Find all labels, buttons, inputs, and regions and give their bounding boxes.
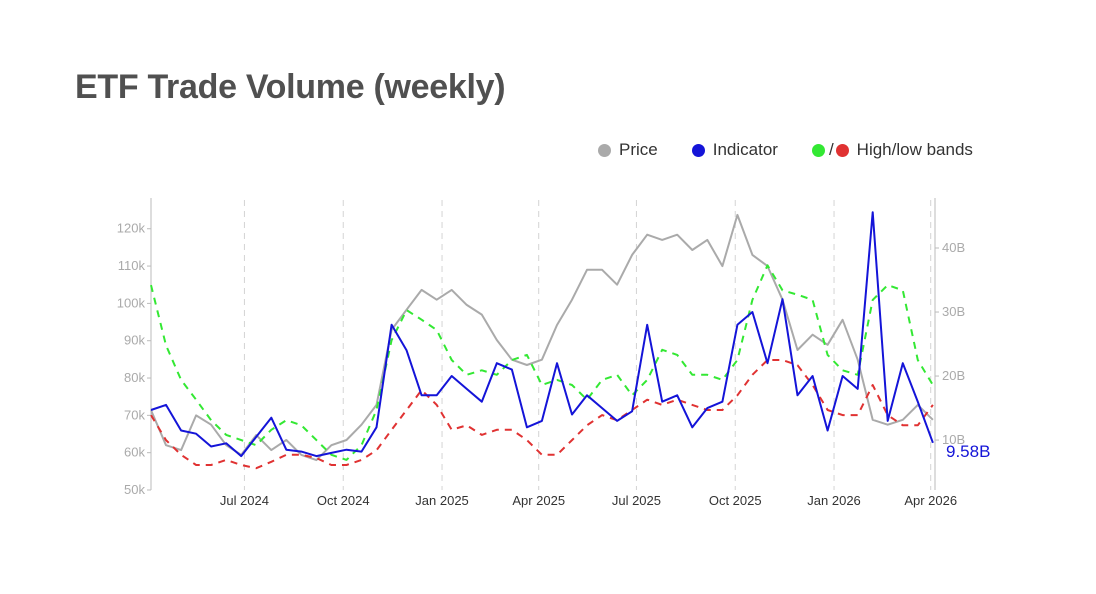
legend-item-bands[interactable]: / High/low bands: [811, 140, 973, 160]
x-tick-label: Jul 2024: [220, 493, 269, 508]
indicator-line: [150, 211, 934, 458]
left-tick-label: 100k: [117, 295, 146, 310]
indicator-dot-icon: [691, 143, 705, 157]
x-tick-label: Apr 2026: [904, 493, 957, 508]
legend-separator: /: [828, 140, 834, 159]
low-band-dot-icon: [835, 143, 849, 157]
left-tick-label: 80k: [124, 370, 145, 385]
x-tick-label: Jan 2025: [415, 493, 469, 508]
x-tick-label: Jul 2025: [612, 493, 661, 508]
x-tick-label: Oct 2024: [317, 493, 370, 508]
high-band-line: [150, 264, 934, 461]
legend-label-price: Price: [619, 140, 658, 159]
x-tick-label: Apr 2025: [512, 493, 565, 508]
right-tick-label: 40B: [942, 240, 965, 255]
legend-item-price[interactable]: Price: [598, 140, 658, 160]
legend: Price Indicator / High/low bands: [598, 140, 1007, 160]
legend-label-indicator: Indicator: [712, 140, 778, 159]
right-tick-label: 20B: [942, 368, 965, 383]
price-line: [150, 213, 934, 462]
price-dot-icon: [598, 143, 611, 157]
left-tick-label: 120k: [117, 221, 146, 236]
legend-label-bands: High/low bands: [856, 140, 973, 159]
left-tick-label: 50k: [124, 482, 145, 497]
last-value-label: 9.58B: [946, 442, 990, 461]
chart-title: ETF Trade Volume (weekly): [75, 68, 506, 106]
x-tick-label: Oct 2025: [709, 493, 762, 508]
legend-item-indicator[interactable]: Indicator: [691, 140, 778, 160]
x-tick-label: Jan 2026: [807, 493, 861, 508]
left-tick-label: 70k: [124, 407, 145, 422]
high-band-dot-icon: [811, 143, 825, 157]
left-tick-label: 90k: [124, 333, 145, 348]
low-band-line: [150, 359, 934, 470]
left-tick-label: 60k: [124, 445, 145, 460]
right-tick-label: 10B: [942, 432, 965, 447]
right-tick-label: 30B: [942, 304, 965, 319]
left-tick-label: 110k: [118, 258, 146, 273]
